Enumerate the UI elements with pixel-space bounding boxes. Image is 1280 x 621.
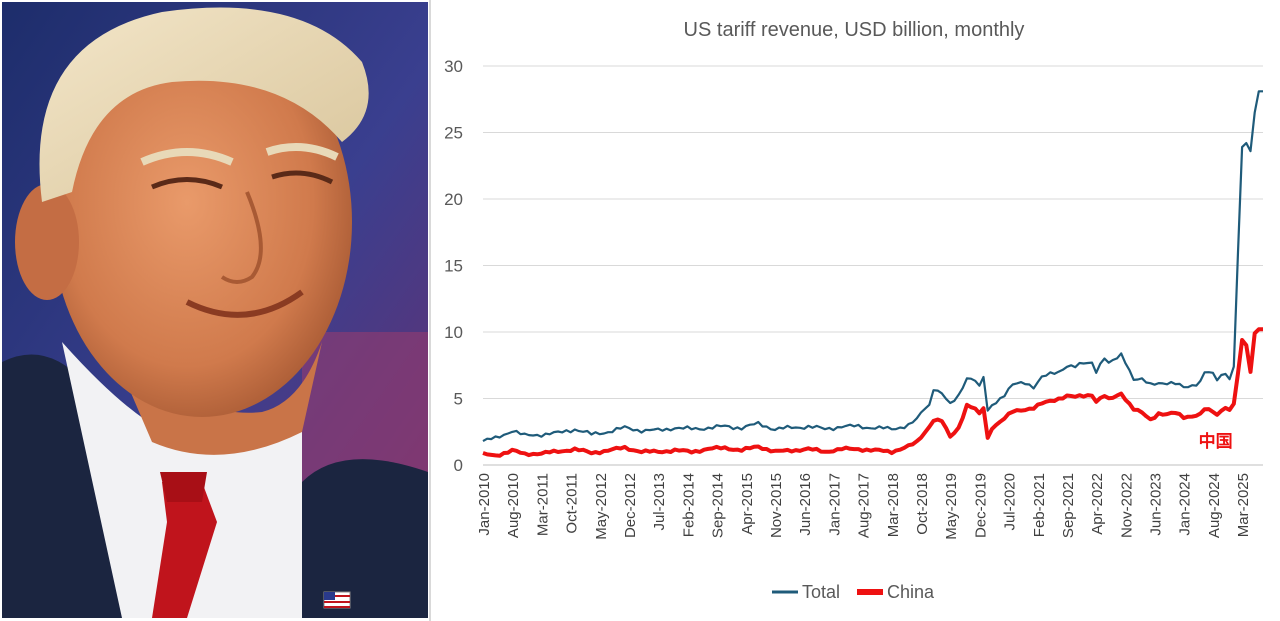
y-tick-label: 20 <box>444 190 463 209</box>
y-tick-label: 5 <box>454 390 463 409</box>
x-tick-label: Feb-2021 <box>1031 473 1048 537</box>
series-lines <box>482 90 1263 458</box>
x-tick-label: Oct-2018 <box>914 473 931 535</box>
china-annotation: 中国 <box>1199 431 1233 452</box>
y-tick-label: 0 <box>454 456 463 475</box>
legend-total-label: Total <box>802 582 840 602</box>
x-tick-label: Aug-2024 <box>1206 473 1223 538</box>
x-tick-label: Oct-2011 <box>564 473 581 534</box>
legend-china-label: China <box>887 582 935 602</box>
y-axis-labels: 0 5 10 15 20 25 30 <box>444 57 463 475</box>
series-line-total <box>482 90 1263 443</box>
y-tick-label: 10 <box>444 323 463 342</box>
x-tick-label: Jan-2017 <box>826 473 843 536</box>
grid-lines <box>483 65 1263 466</box>
x-tick-label: Aug-2017 <box>856 473 873 538</box>
x-tick-label: Feb-2014 <box>680 473 697 537</box>
x-tick-label: Jul-2013 <box>651 473 668 531</box>
y-tick-label: 25 <box>444 124 463 143</box>
series-line-china <box>482 327 1263 458</box>
x-tick-label: Apr-2015 <box>739 473 756 535</box>
x-tick-label: May-2012 <box>593 473 610 540</box>
x-tick-label: Apr-2022 <box>1089 473 1106 535</box>
x-tick-label: Dec-2012 <box>622 473 639 538</box>
x-tick-label: Mar-2025 <box>1235 473 1252 537</box>
x-tick-label: Jul-2020 <box>1002 473 1019 531</box>
x-tick-label: Jun-2016 <box>797 473 814 536</box>
y-tick-label: 30 <box>444 57 463 76</box>
portrait-photo <box>2 2 428 618</box>
x-tick-label: Jun-2023 <box>1148 473 1165 536</box>
x-tick-label: Mar-2011 <box>534 473 551 536</box>
panel-divider <box>429 0 431 621</box>
x-tick-label: Sep-2014 <box>710 473 727 538</box>
x-tick-label: Nov-2015 <box>768 473 785 538</box>
x-tick-label: Aug-2010 <box>505 473 522 538</box>
chart-panel: US tariff revenue, USD billion, monthly … <box>431 0 1280 621</box>
x-tick-label: Jan-2010 <box>476 473 493 536</box>
x-tick-label: Nov-2022 <box>1118 473 1135 538</box>
x-tick-label: Jan-2024 <box>1177 473 1194 536</box>
tariff-chart: US tariff revenue, USD billion, monthly … <box>444 19 1263 602</box>
x-axis-labels: Jan-2010 Aug-2010 Mar-2011 Oct-2011 May-2012… <box>476 473 1252 540</box>
y-tick-label: 15 <box>444 257 463 276</box>
x-tick-label: Sep-2021 <box>1060 473 1077 538</box>
portrait-illustration <box>2 2 428 618</box>
x-tick-label: Mar-2018 <box>885 473 902 537</box>
x-tick-label: Dec-2019 <box>972 473 989 538</box>
chart-title: US tariff revenue, USD billion, monthly <box>684 19 1025 41</box>
chart-legend: Total China <box>772 582 935 602</box>
x-tick-label: May-2019 <box>943 473 960 540</box>
